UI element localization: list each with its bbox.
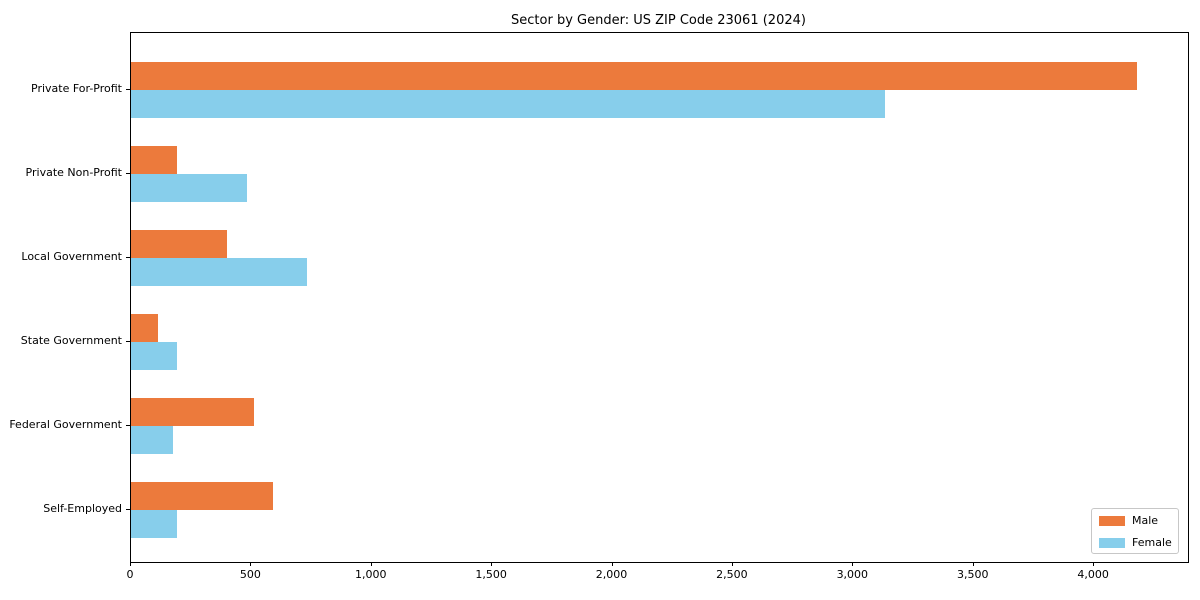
legend-label-female: Female bbox=[1132, 536, 1172, 549]
x-tick-mark bbox=[130, 562, 131, 566]
x-tick-mark bbox=[250, 562, 252, 566]
bar-female-6 bbox=[131, 510, 177, 538]
y-tick-label: State Government bbox=[20, 334, 122, 347]
y-tick-label: Private Non-Profit bbox=[25, 166, 122, 179]
x-tick-mark bbox=[491, 562, 493, 566]
x-tick-mark bbox=[611, 562, 613, 566]
bar-male-5 bbox=[131, 398, 254, 426]
legend-swatch-male bbox=[1099, 515, 1125, 526]
legend: Male Female bbox=[1091, 508, 1179, 554]
bar-male-1 bbox=[131, 62, 1138, 90]
y-tick-mark bbox=[126, 173, 130, 174]
bar-male-3 bbox=[131, 230, 228, 258]
y-tick-mark bbox=[126, 341, 130, 342]
legend-label-male: Male bbox=[1132, 514, 1159, 527]
bar-male-2 bbox=[131, 146, 177, 174]
y-tick-label: Federal Government bbox=[9, 418, 122, 431]
legend-entry-male: Male bbox=[1099, 515, 1171, 526]
y-tick-mark bbox=[126, 509, 130, 510]
bar-female-4 bbox=[131, 342, 177, 370]
x-tick-label: 3,500 bbox=[956, 568, 989, 581]
x-tick-label: 0 bbox=[126, 568, 134, 581]
plot-area bbox=[130, 32, 1189, 563]
chart-title: Sector by Gender: US ZIP Code 23061 (202… bbox=[511, 13, 806, 28]
x-tick-mark bbox=[972, 562, 974, 566]
x-tick-label: 3,000 bbox=[836, 568, 869, 581]
bar-female-3 bbox=[131, 258, 307, 286]
x-tick-label: 2,500 bbox=[716, 568, 748, 581]
y-tick-mark bbox=[126, 257, 130, 258]
bar-female-5 bbox=[131, 426, 174, 454]
bar-male-6 bbox=[131, 482, 274, 510]
x-tick-label: 2,000 bbox=[595, 568, 628, 581]
x-tick-mark bbox=[1093, 562, 1095, 566]
y-tick-label: Private For-Profit bbox=[31, 82, 122, 95]
y-tick-label: Local Government bbox=[21, 250, 122, 263]
x-tick-mark bbox=[731, 562, 733, 566]
x-tick-mark bbox=[370, 562, 372, 566]
bar-male-4 bbox=[131, 314, 158, 342]
x-tick-mark bbox=[852, 562, 854, 566]
x-tick-label: 1,500 bbox=[475, 568, 507, 581]
x-tick-label: 4,000 bbox=[1077, 568, 1109, 581]
y-tick-label: Self-Employed bbox=[43, 502, 122, 515]
legend-entry-female: Female bbox=[1099, 536, 1172, 549]
bar-female-1 bbox=[131, 90, 885, 118]
x-tick-label: 1,000 bbox=[355, 568, 387, 581]
y-tick-mark bbox=[126, 89, 130, 90]
legend-swatch-female bbox=[1099, 537, 1125, 548]
y-tick-mark bbox=[126, 425, 130, 426]
bar-female-2 bbox=[131, 174, 247, 202]
x-tick-label: 500 bbox=[239, 568, 261, 581]
